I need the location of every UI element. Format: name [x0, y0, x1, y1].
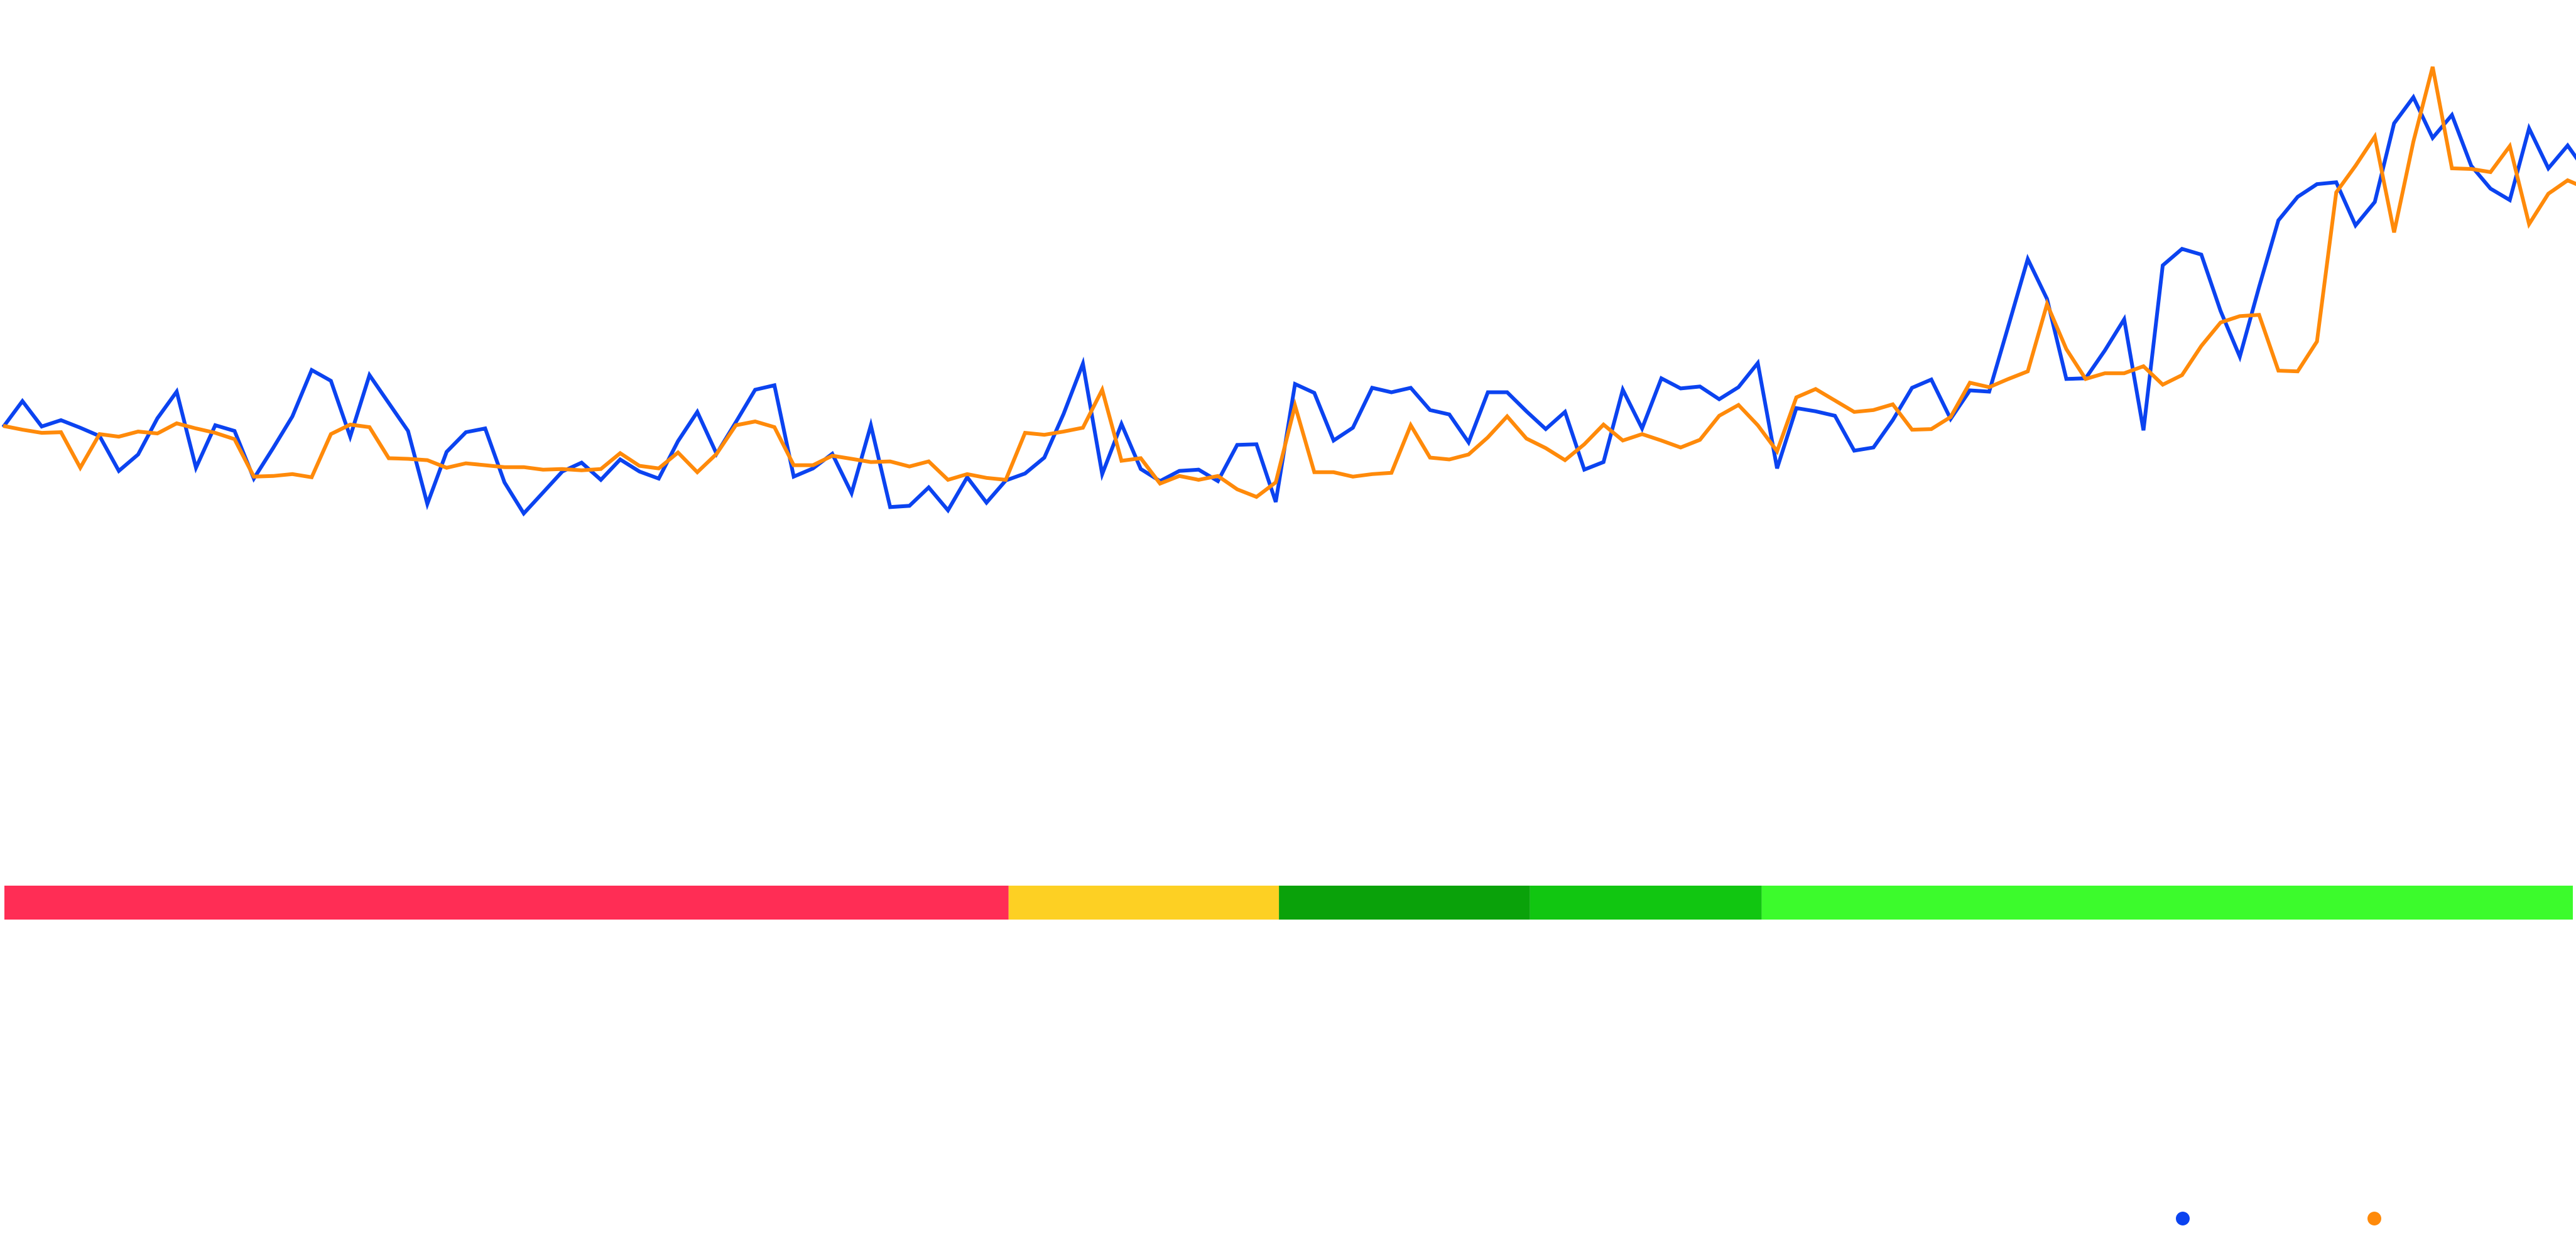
series-line-1 [1, 93, 2576, 517]
band-segment-1 [4, 886, 1009, 920]
legend-marker-2[interactable] [2367, 1212, 2381, 1225]
band-segment-4 [1530, 886, 1762, 920]
series-line-2 [3, 66, 2576, 499]
band-segment-5 [1761, 886, 2573, 920]
timeline-bands [4, 886, 2573, 920]
plot-area [1, 66, 2576, 517]
legend-marker-1[interactable] [2176, 1212, 2190, 1225]
legend [2176, 1212, 2381, 1225]
band-segment-2 [1008, 886, 1280, 920]
band-segment-3 [1279, 886, 1530, 920]
